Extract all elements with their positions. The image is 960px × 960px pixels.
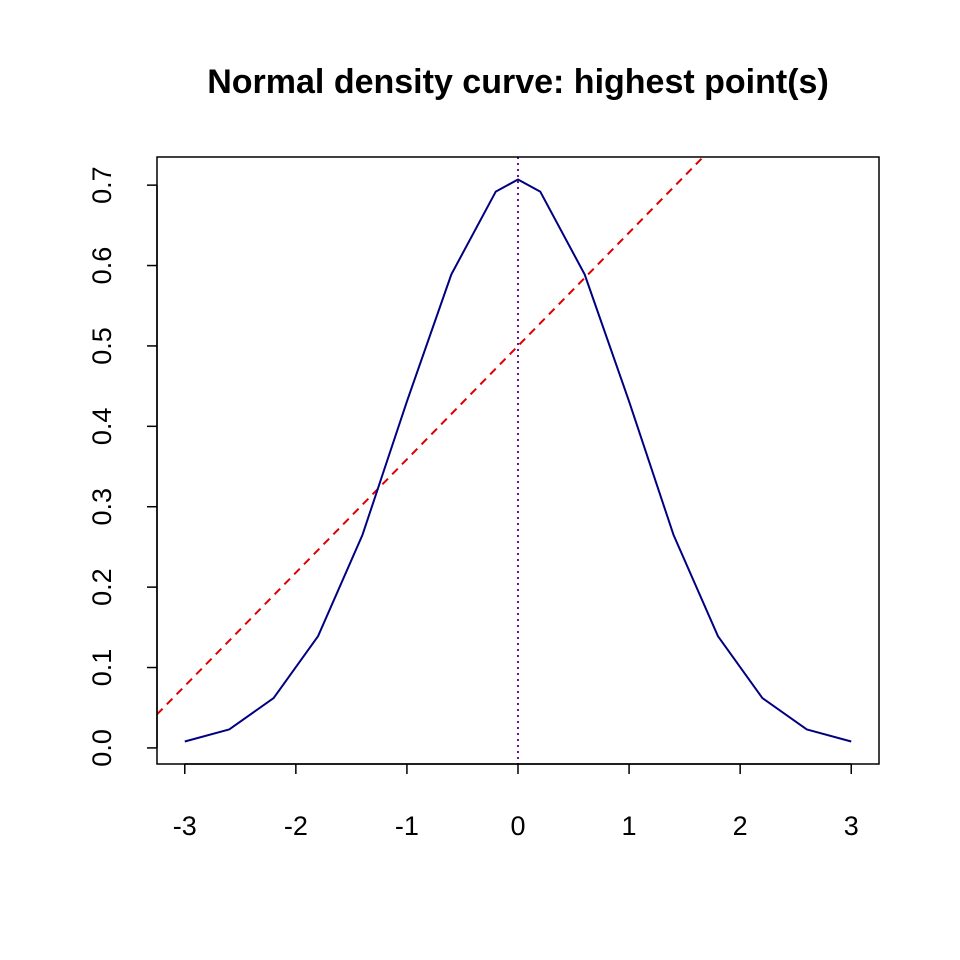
y-tick-label: 0.0 [87, 729, 117, 767]
y-tick-label: 0.7 [87, 166, 117, 204]
y-tick-label: 0.5 [87, 327, 117, 365]
x-tick-label: 2 [733, 811, 748, 841]
y-tick-label: 0.4 [87, 408, 117, 446]
y-tick-label: 0.1 [87, 649, 117, 687]
plot-frame [156, 156, 880, 765]
y-tick-label: 0.6 [87, 247, 117, 285]
x-tick-label: 0 [510, 811, 525, 841]
x-tick-label: 1 [622, 811, 637, 841]
x-tick-label: -1 [395, 811, 419, 841]
density-curve-line [184, 178, 852, 743]
y-tick-label: 0.3 [87, 488, 117, 526]
y-axis: 0.0 0.1 0.2 0.3 0.4 0.5 0.6 0.7 [87, 166, 158, 767]
plot-area [157, 157, 852, 764]
x-tick-label: -2 [284, 811, 308, 841]
chart-title: Normal density curve: highest point(s) [207, 63, 829, 101]
reference-dashed-line [157, 157, 705, 716]
x-tick-label: 3 [844, 811, 859, 841]
y-tick-label: 0.2 [87, 568, 117, 606]
x-axis: -3 -2 -1 0 1 2 3 [173, 763, 859, 841]
x-tick-label: -3 [173, 811, 197, 841]
